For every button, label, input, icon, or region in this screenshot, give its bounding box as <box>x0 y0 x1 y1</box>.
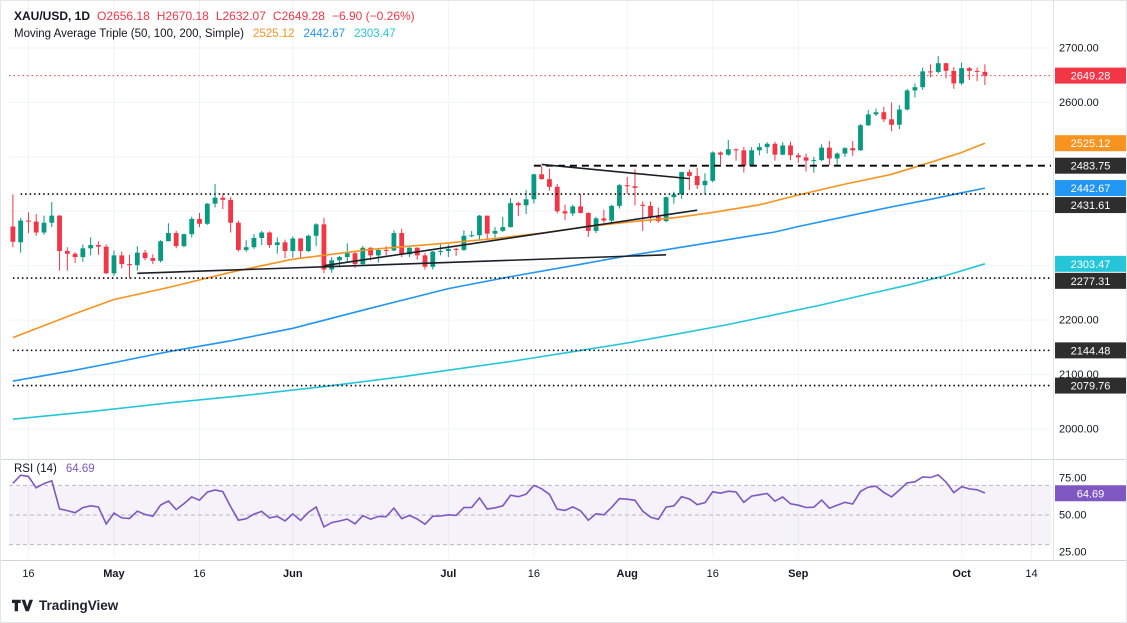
svg-text:2144.48: 2144.48 <box>1071 345 1111 357</box>
price-badge <box>1055 272 1126 289</box>
svg-text:2649.28: 2649.28 <box>1071 71 1111 83</box>
time-axis[interactable]: 16 May 16 Jun Jul 16 Aug 16 Sep Oct 14 <box>22 568 1037 580</box>
chart-canvas[interactable]: 2700.002600.002200.002100.002000.0075.00… <box>1 1 1127 589</box>
price-badge <box>1055 255 1126 272</box>
svg-text:2442.67: 2442.67 <box>1071 183 1111 195</box>
trendline[interactable] <box>541 163 690 180</box>
high-value: 2670.18 <box>165 9 209 23</box>
svg-text:2200.00: 2200.00 <box>1059 315 1099 327</box>
svg-text:Jul: Jul <box>440 568 456 580</box>
svg-text:2700.00: 2700.00 <box>1059 43 1099 55</box>
svg-text:75.00: 75.00 <box>1059 473 1087 485</box>
svg-text:14: 14 <box>1025 568 1037 580</box>
tradingview-logo-text: TradingView <box>39 598 119 613</box>
trendline[interactable] <box>137 254 667 275</box>
price-badge <box>1055 197 1126 214</box>
symbol-title[interactable]: XAU/USD, 1D <box>14 9 91 23</box>
ma100-value: 2442.67 <box>303 28 346 40</box>
svg-text:Oct: Oct <box>952 568 971 580</box>
svg-text:Jun: Jun <box>283 568 303 580</box>
svg-text:Sep: Sep <box>788 568 808 580</box>
price-badge <box>1055 135 1126 152</box>
price-badge <box>1055 67 1126 84</box>
ma50-value: 2525.12 <box>252 28 295 40</box>
svg-text:16: 16 <box>528 568 540 580</box>
rsi-indicator-title[interactable]: RSI (14) <box>14 463 57 475</box>
svg-text:2600.00: 2600.00 <box>1059 97 1099 109</box>
candles-layer <box>10 56 988 279</box>
ma-line <box>12 263 986 420</box>
tradingview-logo-icon <box>12 599 33 612</box>
close-value: 2649.28 <box>281 9 325 23</box>
trendline[interactable] <box>323 209 698 267</box>
high-key: H <box>156 9 166 23</box>
ma-indicator-legend: Moving Average Triple (50, 100, 200, Sim… <box>14 28 396 40</box>
ma200-value: 2303.47 <box>354 28 396 40</box>
svg-text:2277.31: 2277.31 <box>1071 276 1111 288</box>
low-key: L <box>215 9 223 23</box>
svg-text:64.69: 64.69 <box>1077 488 1105 500</box>
svg-text:2000.00: 2000.00 <box>1059 424 1099 436</box>
rsi-line <box>12 473 986 529</box>
close-key: C <box>272 9 282 23</box>
price-badge <box>1055 342 1126 359</box>
price-badge <box>1055 157 1126 174</box>
svg-text:May: May <box>103 568 125 580</box>
grid-layer <box>9 1 1051 558</box>
svg-text:2525.12: 2525.12 <box>1071 138 1111 150</box>
svg-text:16: 16 <box>22 568 34 580</box>
symbol-legend: XAU/USD, 1D O 2656.18 H 2670.18 L 2632.07 C… <box>14 9 415 23</box>
svg-text:2431.61: 2431.61 <box>1071 200 1111 212</box>
price-badge <box>1055 377 1126 394</box>
open-key: O <box>97 9 107 23</box>
price-axis[interactable]: 2700.002600.002200.002100.002000.0075.00… <box>1055 43 1126 559</box>
svg-text:2079.76: 2079.76 <box>1071 381 1111 393</box>
ma-line <box>12 187 986 382</box>
tradingview-attribution[interactable]: TradingView <box>12 598 118 613</box>
svg-text:Aug: Aug <box>617 568 638 580</box>
svg-text:50.00: 50.00 <box>1059 510 1087 522</box>
rsi-indicator-legend: RSI (14) 64.69 <box>14 463 95 475</box>
svg-text:2303.47: 2303.47 <box>1071 259 1111 271</box>
price-badge <box>1055 485 1126 502</box>
svg-text:2483.75: 2483.75 <box>1071 161 1111 173</box>
open-value: 2656.18 <box>106 9 150 23</box>
svg-text:25.00: 25.00 <box>1059 547 1087 559</box>
low-value: 2632.07 <box>222 9 266 23</box>
rsi-value: 64.69 <box>65 463 95 475</box>
ma-indicator-title[interactable]: Moving Average Triple (50, 100, 200, Sim… <box>14 28 244 40</box>
price-badge <box>1055 180 1126 197</box>
svg-text:16: 16 <box>707 568 719 580</box>
rsi-pane <box>9 473 1051 546</box>
change-value: −6.90 (−0.26%) <box>331 9 415 23</box>
svg-text:16: 16 <box>193 568 205 580</box>
